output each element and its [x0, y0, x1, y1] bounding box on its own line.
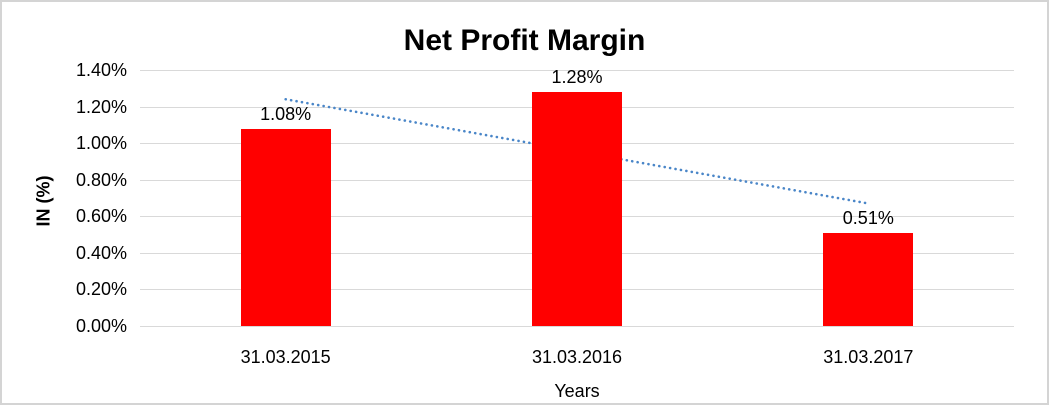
bar-value-label: 1.28% — [551, 66, 603, 87]
bar — [532, 91, 622, 326]
bar-value-label: 1.08% — [260, 103, 312, 124]
y-tick-label: 0.20% — [75, 279, 127, 300]
gridline — [140, 70, 1014, 71]
gridline — [140, 326, 1014, 327]
y-tick-label: 1.40% — [75, 60, 127, 80]
y-tick-label: 0.40% — [75, 242, 127, 263]
y-tick-label: 0.60% — [75, 206, 127, 227]
x-category-label: 31.03.2017 — [823, 347, 914, 367]
chart-frame — [0, 0, 1049, 405]
x-category-label: 31.03.2015 — [240, 347, 331, 367]
y-tick-label: 1.20% — [75, 96, 127, 117]
x-axis-title: Years — [554, 381, 600, 401]
y-tick-label: 1.00% — [75, 133, 127, 154]
bar — [240, 128, 331, 326]
y-tick-label: 0.00% — [75, 316, 127, 336]
chart-title: Net Profit Margin — [403, 24, 646, 57]
y-tick-label: 0.80% — [75, 169, 127, 190]
bar-value-label: 0.51% — [842, 207, 894, 228]
x-category-label: 31.03.2016 — [531, 347, 623, 367]
bar — [823, 232, 914, 326]
